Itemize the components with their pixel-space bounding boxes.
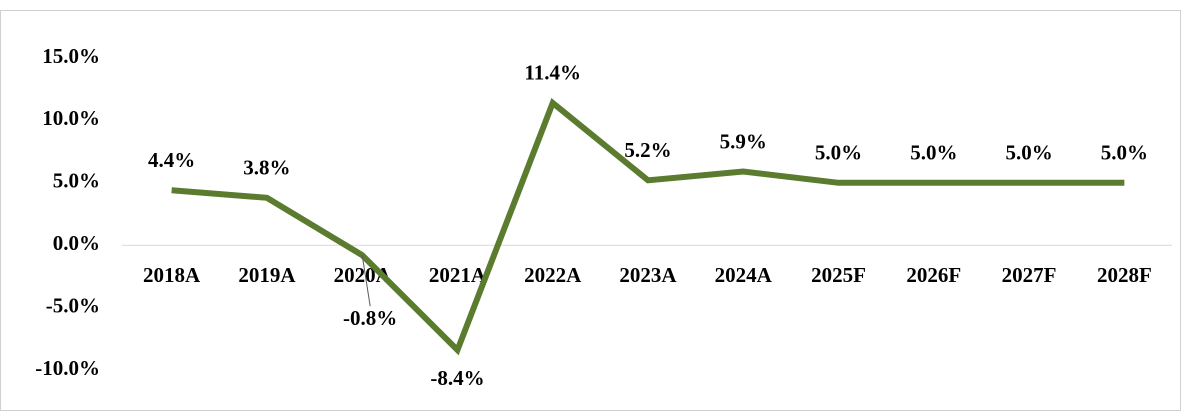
data-label: 11.4% xyxy=(524,61,581,85)
x-tick-label: 2026F xyxy=(906,263,961,287)
x-tick-label: 2022A xyxy=(524,263,582,287)
data-label: 5.0% xyxy=(1101,141,1148,165)
data-label: 5.0% xyxy=(910,141,957,165)
x-tick-label: 2018A xyxy=(143,263,201,287)
data-label: -8.4% xyxy=(430,366,484,390)
y-tick-label: 5.0% xyxy=(53,169,100,193)
y-tick-label: 15.0% xyxy=(42,44,100,68)
x-tick-label: 2028F xyxy=(1097,263,1152,287)
data-label: -0.8% xyxy=(343,306,397,330)
data-label: 5.0% xyxy=(815,141,862,165)
data-label: 4.4% xyxy=(148,148,195,172)
y-tick-label: 0.0% xyxy=(53,231,100,255)
y-tick-label: -5.0% xyxy=(46,293,100,317)
x-tick-label: 2021A xyxy=(429,263,487,287)
x-tick-label: 2019A xyxy=(238,263,296,287)
data-label: 5.9% xyxy=(720,129,767,153)
x-tick-label: 2023A xyxy=(619,263,677,287)
x-tick-label: 2025F xyxy=(811,263,866,287)
y-tick-label: 10.0% xyxy=(42,106,100,130)
x-tick-label: 2027F xyxy=(1002,263,1057,287)
x-tick-label: 2024A xyxy=(715,263,773,287)
y-tick-label: -10.0% xyxy=(35,356,100,380)
data-label: 5.2% xyxy=(624,138,671,162)
line xyxy=(171,97,1125,356)
data-label: 5.0% xyxy=(1005,141,1052,165)
data-label: 3.8% xyxy=(243,156,290,180)
leader-line xyxy=(361,255,371,307)
chart-border xyxy=(0,10,1181,411)
